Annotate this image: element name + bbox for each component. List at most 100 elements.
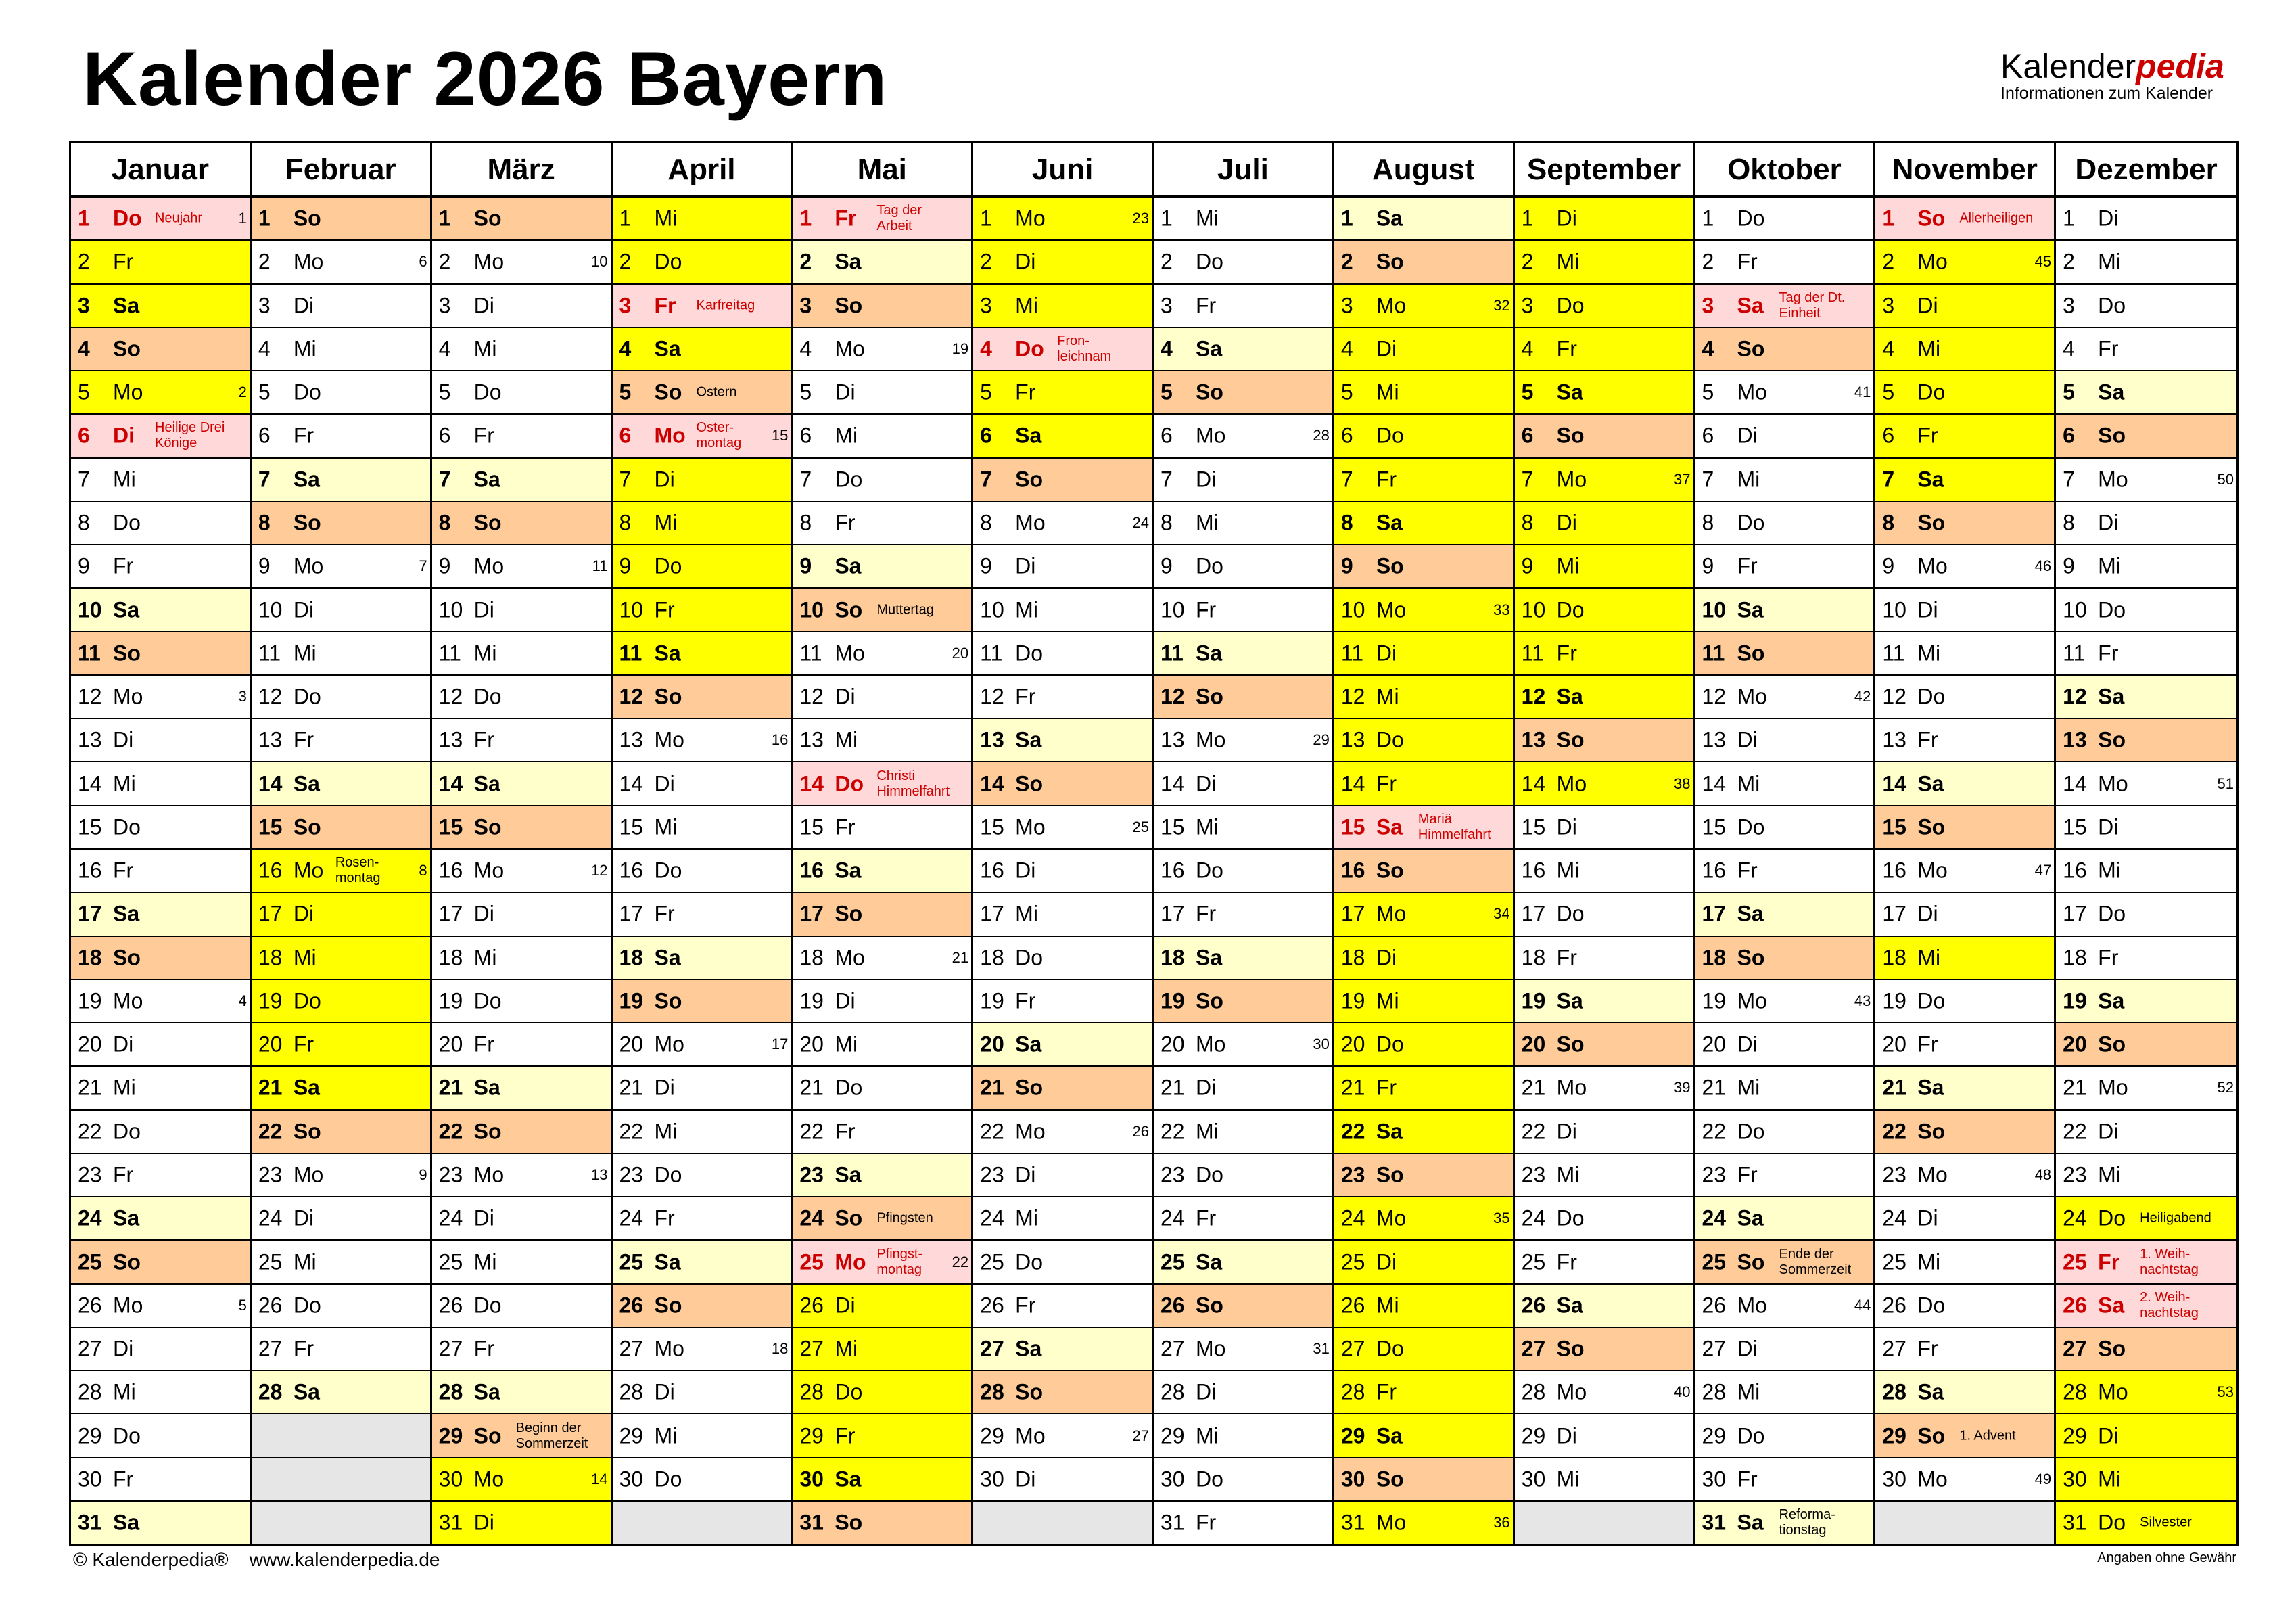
day-cell[interactable]: 7 Sa	[251, 458, 430, 502]
day-cell[interactable]: 1 Mi	[612, 198, 791, 241]
day-cell[interactable]: 14 Di	[612, 762, 791, 806]
day-cell[interactable]: 1 Do	[1695, 198, 1874, 241]
day-cell[interactable]: 11 Sa	[1154, 632, 1332, 676]
day-cell[interactable]: 26 Mi	[1334, 1284, 1513, 1328]
day-cell[interactable]: 28 Mo 40	[1514, 1371, 1693, 1415]
day-cell[interactable]: 16 Mo 47	[1875, 849, 2055, 894]
day-cell[interactable]: 30 Di	[973, 1458, 1152, 1502]
day-cell[interactable]: 16 Do	[612, 849, 791, 894]
day-cell[interactable]: 28 Sa	[431, 1371, 611, 1415]
day-cell[interactable]: 23 Mo 9	[251, 1153, 430, 1198]
day-cell[interactable]: 11 Fr	[1514, 632, 1693, 676]
day-cell[interactable]: 3 Sa	[71, 284, 250, 328]
day-cell[interactable]: 12 Mi	[1334, 675, 1513, 720]
day-cell[interactable]: 17 Fr	[1154, 893, 1332, 937]
day-cell[interactable]: 4 Do Fron- leichnam	[973, 327, 1152, 372]
day-cell[interactable]: 24 Sa	[1695, 1197, 1874, 1241]
day-cell[interactable]: 17 Di	[1875, 893, 2055, 937]
day-cell[interactable]: 12 Do	[431, 675, 611, 720]
day-cell[interactable]: 16 Di	[973, 849, 1152, 894]
day-cell[interactable]: 11 Do	[973, 632, 1152, 676]
day-cell[interactable]: 11 Di	[1334, 632, 1513, 676]
website-link[interactable]: www.kalenderpedia.de	[249, 1549, 440, 1570]
day-cell[interactable]: 31 Fr	[1154, 1501, 1332, 1544]
day-cell[interactable]: 1 Di	[1514, 198, 1693, 241]
day-cell[interactable]: 3 Mi	[973, 284, 1152, 328]
day-cell[interactable]: 15 Di	[1514, 806, 1693, 850]
day-cell[interactable]: 15 So	[431, 806, 611, 850]
day-cell[interactable]: 20 Mo 30	[1154, 1023, 1332, 1067]
day-cell[interactable]: 29 Di	[2056, 1414, 2236, 1458]
day-cell[interactable]: 16 Mo 12	[431, 849, 611, 894]
day-cell[interactable]: 21 Mo 52	[2056, 1067, 2236, 1111]
day-cell[interactable]: 19 Sa	[1514, 979, 1693, 1024]
day-cell[interactable]: 29 Mi	[1154, 1414, 1332, 1458]
day-cell[interactable]: 10 Mi	[973, 589, 1152, 632]
day-cell[interactable]: 21 Sa	[251, 1067, 430, 1111]
day-cell[interactable]: 11 So	[1695, 632, 1874, 676]
day-cell[interactable]: 31 Mo 36	[1334, 1501, 1513, 1544]
day-cell[interactable]: 19 Mo 4	[71, 979, 250, 1024]
day-cell[interactable]: 20 Di	[71, 1023, 250, 1067]
day-cell[interactable]: 10 Sa	[71, 589, 250, 632]
day-cell[interactable]: 30 Mo 14	[431, 1458, 611, 1502]
day-cell[interactable]: 21 Mi	[71, 1067, 250, 1111]
day-cell[interactable]: 15 Mi	[1154, 806, 1332, 850]
day-cell[interactable]: 5 Mo 2	[71, 371, 250, 415]
day-cell[interactable]: 11 Sa	[612, 632, 791, 676]
day-cell[interactable]: 13 Mo 16	[612, 719, 791, 763]
day-cell[interactable]: 9 Fr	[1695, 545, 1874, 589]
day-cell[interactable]: 18 Di	[1334, 936, 1513, 980]
day-cell[interactable]: 26 Di	[793, 1284, 972, 1328]
day-cell[interactable]: 8 Mo 24	[973, 501, 1152, 546]
day-cell[interactable]: 12 So	[612, 675, 791, 720]
day-cell[interactable]: 29 Di	[1514, 1414, 1693, 1458]
day-cell[interactable]: 9 Mo 46	[1875, 545, 2055, 589]
day-cell[interactable]: 7 Sa	[431, 458, 611, 502]
day-cell[interactable]: 10 Do	[2056, 589, 2236, 632]
day-cell[interactable]: 18 So	[71, 936, 250, 980]
day-cell[interactable]: 6 Di Heilige Drei Könige	[71, 415, 250, 459]
day-cell[interactable]: 29 Mo 27	[973, 1414, 1152, 1458]
day-cell[interactable]: 10 Do	[1514, 589, 1693, 632]
day-cell[interactable]: 7 Do	[793, 458, 972, 502]
day-cell[interactable]: 7 Mo 50	[2056, 458, 2236, 502]
day-cell[interactable]: 23 Fr	[1695, 1153, 1874, 1198]
day-cell[interactable]: 27 Mo 18	[612, 1327, 791, 1372]
day-cell[interactable]: 17 Di	[251, 893, 430, 937]
day-cell[interactable]: 20 Sa	[973, 1023, 1152, 1067]
day-cell[interactable]: 25 Di	[1334, 1241, 1513, 1285]
day-cell[interactable]: 21 Sa	[431, 1067, 611, 1111]
day-cell[interactable]: 14 Mo 38	[1514, 762, 1693, 806]
day-cell[interactable]: 18 Mo 21	[793, 936, 972, 980]
day-cell[interactable]: 17 Fr	[612, 893, 791, 937]
day-cell[interactable]: 19 Do	[251, 979, 430, 1024]
day-cell[interactable]: 2 Sa	[793, 241, 972, 285]
day-cell[interactable]: 23 Di	[973, 1153, 1152, 1198]
day-cell[interactable]: 8 Mi	[612, 501, 791, 546]
day-cell[interactable]: 18 Mi	[1875, 936, 2055, 980]
day-cell[interactable]: 25 Mi	[1875, 1241, 2055, 1285]
day-cell[interactable]: 12 Do	[1875, 675, 2055, 720]
day-cell[interactable]: 17 Mo 34	[1334, 893, 1513, 937]
day-cell[interactable]: 5 So	[1154, 371, 1332, 415]
day-cell[interactable]: 14 Do Christi Himmelfahrt	[793, 762, 972, 806]
day-cell[interactable]: 22 Sa	[1334, 1110, 1513, 1154]
day-cell[interactable]: 8 So	[251, 501, 430, 546]
day-cell[interactable]: 2 Fr	[1695, 241, 1874, 285]
day-cell[interactable]: 25 So	[71, 1241, 250, 1285]
day-cell[interactable]: 12 Di	[793, 675, 972, 720]
day-cell[interactable]: 30 Mi	[2056, 1458, 2236, 1502]
day-cell[interactable]: 25 Mi	[431, 1241, 611, 1285]
day-cell[interactable]: 4 Mo 19	[793, 327, 972, 372]
day-cell[interactable]: 6 Fr	[431, 415, 611, 459]
day-cell[interactable]: 20 Di	[1695, 1023, 1874, 1067]
day-cell[interactable]: 13 Sa	[973, 719, 1152, 763]
day-cell[interactable]: 1 Do Neujahr 1	[71, 198, 250, 241]
day-cell[interactable]: 2 Mo 10	[431, 241, 611, 285]
day-cell[interactable]: 6 Fr	[251, 415, 430, 459]
day-cell[interactable]: 16 Sa	[793, 849, 972, 894]
day-cell[interactable]: 12 Mo 42	[1695, 675, 1874, 720]
day-cell[interactable]: 13 Mo 29	[1154, 719, 1332, 763]
day-cell[interactable]: 3 Do	[1514, 284, 1693, 328]
